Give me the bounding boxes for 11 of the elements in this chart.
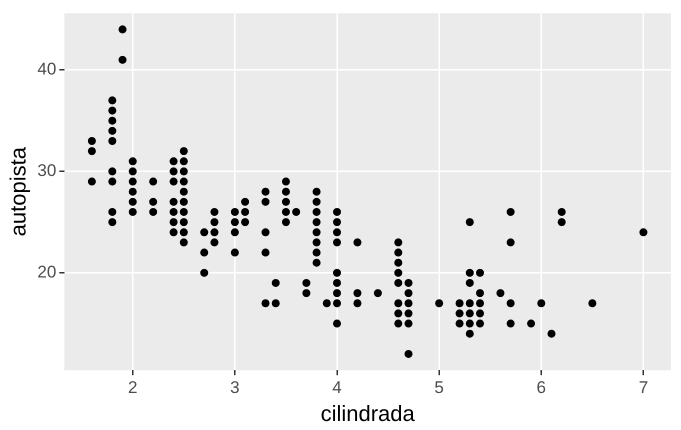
x-tick-label: 2 (128, 378, 138, 398)
x-axis-title: cilindrada (320, 400, 416, 426)
x-tick-label: 6 (536, 378, 546, 398)
x-tick-label: 3 (230, 378, 240, 398)
y-tick-label: 20 (37, 262, 56, 282)
x-tick-label: 5 (434, 378, 444, 398)
y-tick-label: 30 (37, 161, 56, 180)
y-axis-title: autopista (5, 146, 30, 236)
x-tick-label: 7 (638, 378, 648, 398)
x-tick-label: 4 (332, 378, 342, 398)
y-tick-label: 40 (37, 60, 56, 79)
